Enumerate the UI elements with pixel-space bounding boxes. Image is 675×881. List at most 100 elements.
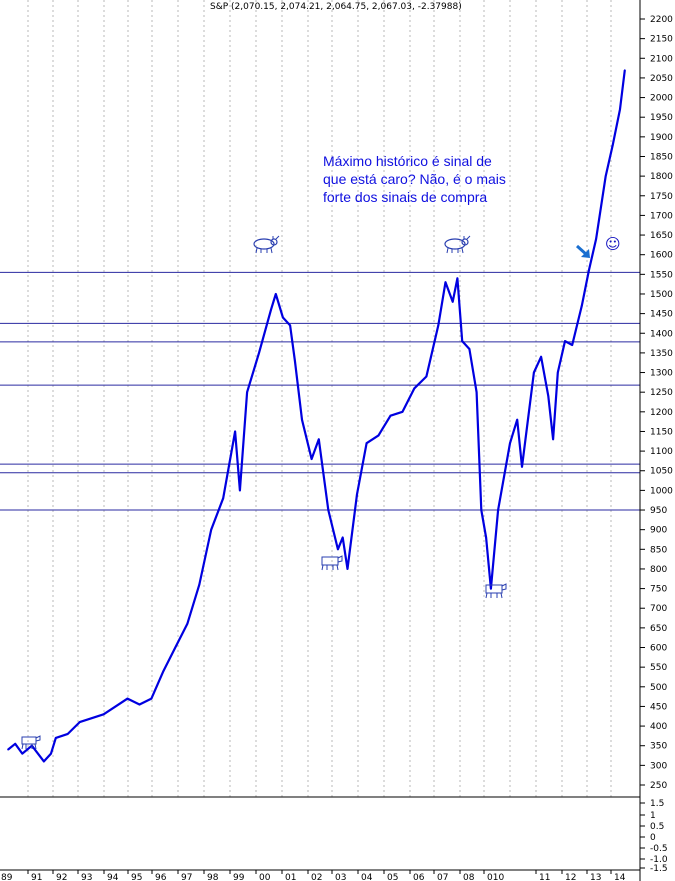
data-point [485, 536, 487, 539]
lower-tick-label: -1.0 [650, 855, 668, 865]
data-point [389, 414, 392, 417]
x-tick-label: 89 [1, 873, 13, 881]
data-point [401, 411, 404, 413]
data-point [461, 340, 464, 342]
data-point [581, 305, 583, 307]
chart-title: S&P (2,070.15, 2,074.21, 2,064.75, 2,067… [210, 2, 462, 12]
data-point [604, 175, 607, 177]
data-point [437, 324, 440, 327]
y-tick-label: 500 [650, 683, 667, 693]
data-point [198, 583, 201, 586]
y-tick-label: 1650 [650, 231, 673, 241]
y-tick-label: 1700 [650, 211, 673, 221]
x-tick-label: 98 [207, 873, 219, 881]
x-tick-label: 00 [259, 873, 271, 881]
data-point [468, 348, 471, 350]
data-point [451, 301, 454, 303]
annotation-line-2: que está caro? Não, é o mais [323, 171, 506, 187]
x-tick-label: 92 [56, 873, 67, 881]
data-point [7, 748, 9, 751]
data-point [138, 703, 141, 706]
y-tick-label: 1350 [650, 349, 673, 359]
data-point [289, 324, 291, 327]
y-tick-label: 1800 [650, 172, 673, 182]
x-tick-label: 010 [487, 873, 504, 881]
annotation-line-1: Máximo histórico é sinal de [323, 153, 492, 169]
y-tick-label: 850 [650, 545, 667, 555]
data-point [270, 308, 272, 311]
data-point [612, 143, 614, 146]
y-tick-label: 400 [650, 722, 667, 732]
reference-lines [0, 271, 640, 511]
data-point [365, 442, 368, 445]
data-point [162, 670, 165, 672]
data-point [564, 340, 566, 342]
x-tick-label: 91 [31, 873, 42, 881]
data-point [413, 387, 416, 390]
data-point [475, 391, 478, 394]
data-point [521, 466, 523, 468]
y-tick-label: 1400 [650, 329, 673, 339]
data-point [126, 697, 129, 700]
data-point [341, 536, 344, 539]
x-tick-label: 12 [565, 873, 576, 881]
data-point [67, 733, 69, 735]
data-point [258, 352, 260, 354]
data-point [318, 438, 320, 441]
data-point [588, 269, 590, 272]
data-point [595, 238, 597, 240]
lower-tick-label: -0.5 [650, 844, 668, 854]
data-point [234, 430, 236, 433]
y-tick-label: 350 [650, 742, 667, 752]
x-tick-label: 04 [361, 873, 373, 881]
y-tick-label: 1000 [650, 486, 673, 496]
y-tick-label: 450 [650, 702, 667, 712]
data-point [246, 391, 248, 394]
data-point [210, 528, 212, 531]
data-point [624, 69, 626, 71]
y-tick-label: 1900 [650, 133, 673, 143]
y-tick-label: 2200 [650, 15, 673, 25]
y-tick-label: 250 [650, 781, 667, 791]
data-point [50, 752, 52, 755]
data-point [239, 489, 241, 492]
bear-icon [21, 735, 41, 750]
arrow-icon [575, 244, 590, 258]
x-tick-label: 13 [590, 873, 601, 881]
y-tick-label: 750 [650, 585, 667, 595]
x-tick-label: 11 [539, 873, 550, 881]
y-tick-label: 950 [650, 506, 667, 516]
data-point [444, 281, 447, 284]
x-tick-label: 93 [81, 873, 92, 881]
y-tick-label: 2050 [650, 74, 673, 84]
y-tick-label: 2150 [650, 35, 673, 45]
y-tick-label: 1750 [650, 192, 673, 202]
lower-panel-ticks: 1.5 10.50-0.5-1.0-1.5 [640, 799, 668, 874]
data-point [533, 371, 535, 374]
x-tick-label: 01 [285, 873, 296, 881]
lower-tick-label: 0 [650, 833, 656, 843]
smiley-icon: ☺ [605, 235, 621, 253]
annotation-line-3: forte dos sinais de compra [323, 189, 487, 205]
y-tick-label: 1600 [650, 251, 673, 261]
data-point [186, 623, 189, 625]
y-axis-ticks: 250 300 350 400 450 500 550 600 650 700 750 800 850 9… [640, 15, 673, 791]
bull-icon [444, 235, 471, 254]
y-tick-label: 300 [650, 761, 667, 771]
y-tick-label: 1050 [650, 467, 673, 477]
annotation: Máximo histórico é sinal de que está car… [323, 153, 506, 205]
data-point [497, 509, 499, 511]
data-point [509, 442, 511, 445]
lower-tick-label: -1.5 [650, 864, 668, 874]
y-tick-label: 1200 [650, 408, 673, 418]
data-point [327, 509, 330, 511]
y-tick-label: 900 [650, 526, 667, 536]
data-point [174, 646, 177, 649]
x-tick-label: 96 [155, 873, 167, 881]
vertical-grid [27, 0, 612, 797]
y-tick-label: 1250 [650, 388, 673, 398]
data-point [21, 752, 24, 755]
data-point [480, 509, 483, 511]
data-point [377, 434, 380, 437]
